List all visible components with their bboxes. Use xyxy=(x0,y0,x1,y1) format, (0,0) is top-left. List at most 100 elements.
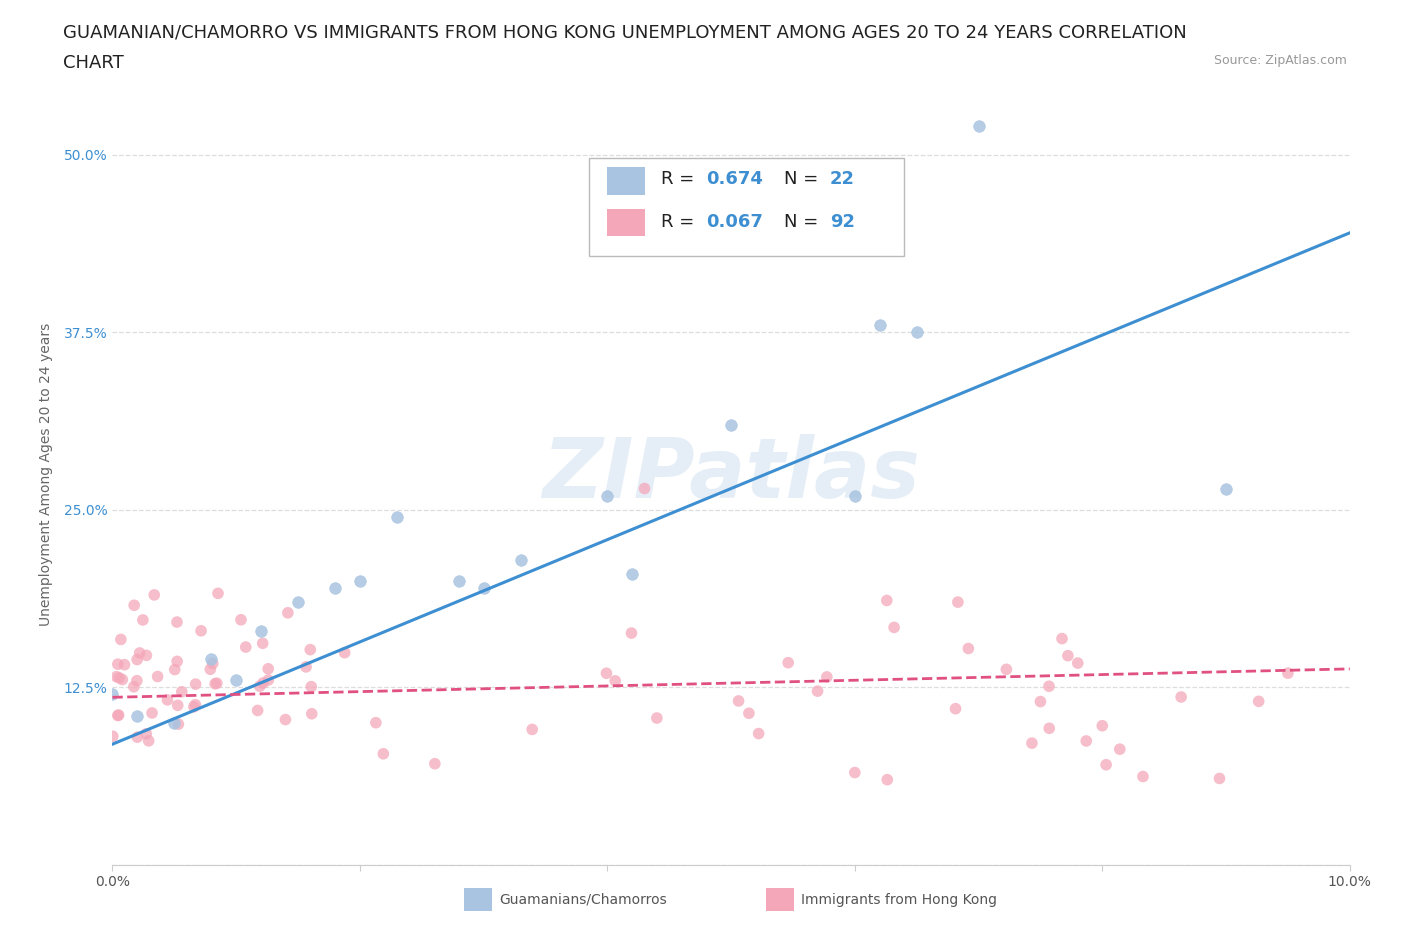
Point xyxy=(287,594,309,609)
Point xyxy=(110,632,132,647)
Point xyxy=(1170,689,1192,704)
Point xyxy=(252,675,274,690)
Point xyxy=(1132,769,1154,784)
Point xyxy=(184,677,207,692)
Text: 0.674: 0.674 xyxy=(706,170,763,188)
Point xyxy=(596,488,619,503)
Point xyxy=(122,598,145,613)
Point xyxy=(107,708,129,723)
Point xyxy=(1021,736,1043,751)
Point xyxy=(509,552,531,567)
Point xyxy=(748,726,770,741)
Point xyxy=(257,672,280,687)
Point xyxy=(252,636,274,651)
Text: Immigrants from Hong Kong: Immigrants from Hong Kong xyxy=(801,893,997,907)
Point xyxy=(166,615,188,630)
Point xyxy=(1247,694,1270,709)
Point xyxy=(128,645,150,660)
Point xyxy=(163,715,186,730)
FancyBboxPatch shape xyxy=(607,167,644,194)
Point xyxy=(1038,721,1060,736)
Text: R =: R = xyxy=(661,170,700,188)
Point xyxy=(167,717,190,732)
Text: ZIPatlas: ZIPatlas xyxy=(543,433,920,515)
Text: GUAMANIAN/CHAMORRO VS IMMIGRANTS FROM HONG KONG UNEMPLOYMENT AMONG AGES 20 TO 24: GUAMANIAN/CHAMORRO VS IMMIGRANTS FROM HO… xyxy=(63,23,1187,41)
Point xyxy=(277,605,299,620)
Point xyxy=(1076,734,1098,749)
Point xyxy=(756,232,779,247)
Point xyxy=(299,679,322,694)
Point xyxy=(423,756,446,771)
Text: N =: N = xyxy=(785,170,824,188)
FancyBboxPatch shape xyxy=(607,208,644,236)
Point xyxy=(114,658,136,672)
Point xyxy=(141,706,163,721)
Point xyxy=(163,662,186,677)
Point xyxy=(727,694,749,709)
Point xyxy=(127,730,149,745)
Point xyxy=(876,772,898,787)
Text: CHART: CHART xyxy=(63,54,124,72)
Text: R =: R = xyxy=(661,213,700,231)
Point xyxy=(946,594,969,609)
Point xyxy=(364,715,387,730)
Text: 0.067: 0.067 xyxy=(706,213,763,231)
Point xyxy=(605,673,627,688)
Point xyxy=(522,722,544,737)
Point xyxy=(200,662,222,677)
Point xyxy=(1050,631,1073,646)
Point xyxy=(323,580,346,595)
Point xyxy=(333,645,356,660)
Point xyxy=(235,640,257,655)
Text: Guamanians/Chamorros: Guamanians/Chamorros xyxy=(499,893,666,907)
Point xyxy=(806,684,828,698)
Y-axis label: Unemployment Among Ages 20 to 24 years: Unemployment Among Ages 20 to 24 years xyxy=(38,323,52,626)
Point xyxy=(1038,679,1060,694)
Point xyxy=(274,712,297,727)
Text: 22: 22 xyxy=(830,170,855,188)
Point xyxy=(778,656,800,671)
Point xyxy=(246,703,269,718)
Point xyxy=(472,580,495,595)
Point xyxy=(738,706,761,721)
Point xyxy=(200,652,222,667)
Point xyxy=(105,670,128,684)
Point xyxy=(876,593,898,608)
Point xyxy=(1277,666,1299,681)
Point xyxy=(447,574,470,589)
Point xyxy=(135,726,157,741)
Point xyxy=(111,672,134,687)
FancyBboxPatch shape xyxy=(589,158,904,256)
Point xyxy=(301,706,323,721)
Point xyxy=(166,654,188,669)
Point xyxy=(107,657,129,671)
Point xyxy=(184,698,207,712)
Point xyxy=(1029,694,1052,709)
Point xyxy=(127,652,149,667)
Point xyxy=(844,488,866,503)
Point xyxy=(815,670,838,684)
Point xyxy=(183,699,205,714)
Point xyxy=(166,698,188,712)
Point xyxy=(205,676,228,691)
Point xyxy=(645,711,668,725)
Point xyxy=(720,418,742,432)
Point xyxy=(844,765,866,780)
Point xyxy=(207,586,229,601)
Point xyxy=(1067,656,1090,671)
Point xyxy=(1091,718,1114,733)
Text: N =: N = xyxy=(785,213,824,231)
Point xyxy=(1108,742,1130,757)
Point xyxy=(125,673,148,688)
Point xyxy=(138,734,160,749)
Point xyxy=(995,662,1018,677)
Point xyxy=(869,318,891,333)
Point xyxy=(146,669,169,684)
Point xyxy=(620,626,643,641)
Point xyxy=(295,659,318,674)
Point xyxy=(201,657,224,671)
Point xyxy=(945,701,967,716)
Point xyxy=(250,623,273,638)
Point xyxy=(1208,771,1230,786)
Point xyxy=(143,588,166,603)
